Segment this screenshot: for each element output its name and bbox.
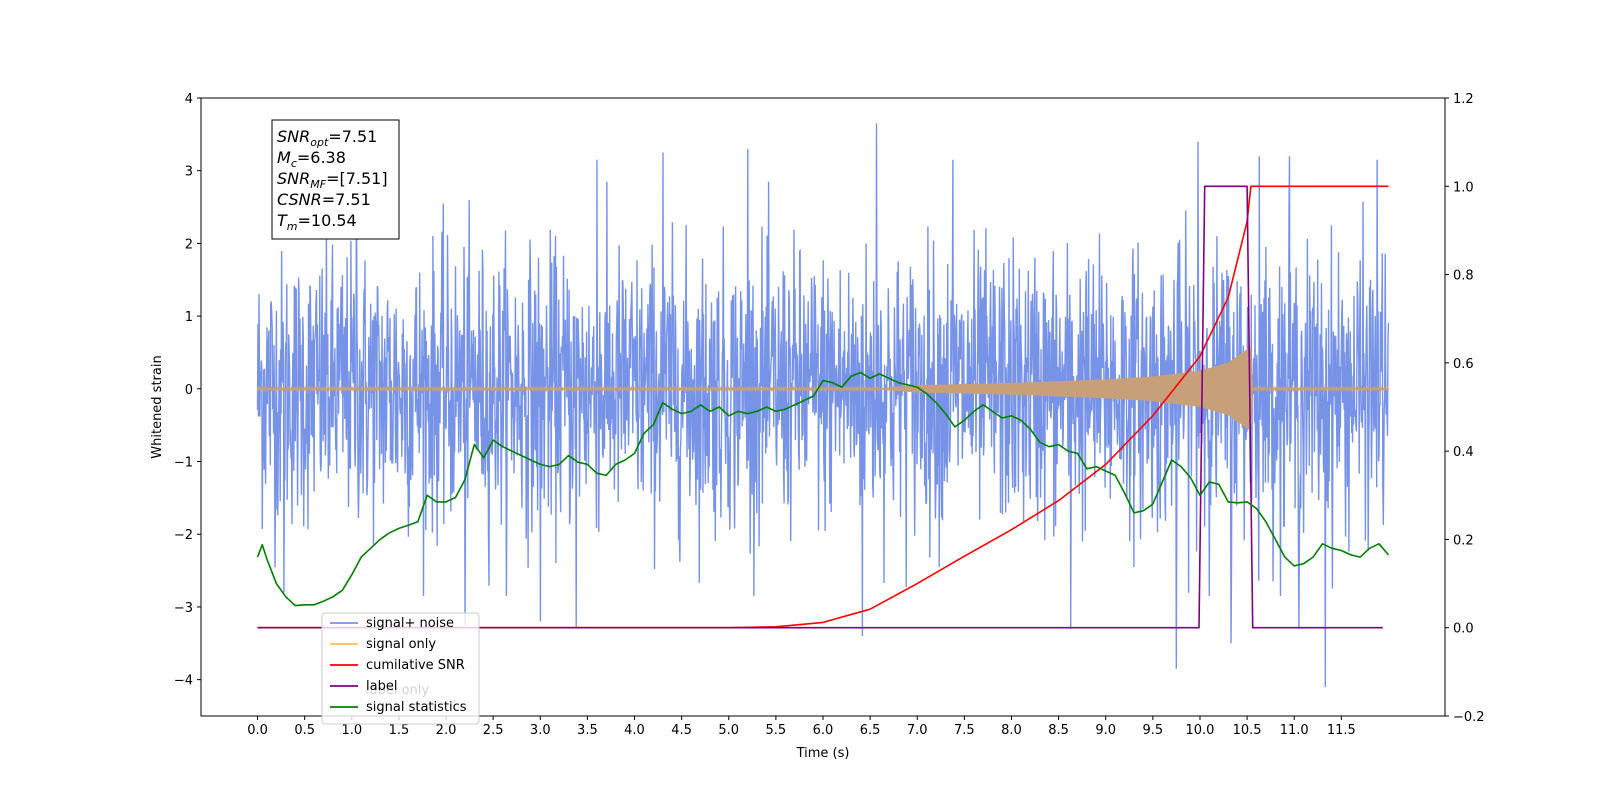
x-tick-label: 3.5 (577, 723, 598, 738)
y2-tick-label: 0.4 (1453, 445, 1474, 460)
annotation-value: =7.51 (328, 127, 377, 146)
y-tick-label: 4 (185, 92, 193, 107)
legend: label only signal+ noise signal only cumila… (321, 612, 480, 725)
legend-hidden-label: label only (366, 683, 429, 698)
annotation-line: Mc=6.38 (277, 148, 346, 170)
x-tick-label: 4.0 (624, 723, 645, 738)
y-tick-label: 2 (185, 237, 193, 252)
x-tick-label: 3.0 (530, 723, 551, 738)
annotation-line: SNRopt=7.51 (277, 127, 377, 149)
annotation-frame (271, 119, 400, 240)
legend-label: label (366, 679, 397, 694)
x-tick-label: 7.0 (907, 723, 928, 738)
series-label (257, 185, 1383, 629)
y2-tick-label: 0.2 (1453, 533, 1474, 548)
annotation-subscript: c (291, 157, 297, 170)
x-tick-label: 8.5 (1048, 723, 1069, 738)
legend-label: signal statistics (366, 700, 467, 715)
x-tick-label: 6.0 (813, 723, 834, 738)
y-axis-label: Whitened strain (150, 355, 165, 458)
x-tick-label: 5.5 (766, 723, 787, 738)
x-tick-label: 11.0 (1280, 723, 1309, 738)
y2-tick-label: 0.0 (1453, 622, 1474, 637)
x-tick-label: 2.5 (483, 723, 504, 738)
x-axis-label: Time (s) (796, 746, 850, 761)
annotation-subscript: MF (310, 178, 326, 191)
y2-tick-label: 0.6 (1453, 357, 1474, 372)
annotation-value: =10.54 (298, 211, 357, 230)
x-tick-label: 9.0 (1095, 723, 1116, 738)
annotation-value: =6.38 (297, 148, 346, 167)
y-tick-label: 0 (185, 383, 193, 398)
x-tick-label: 10.5 (1233, 723, 1262, 738)
annotation-line: Tm=10.54 (277, 211, 357, 233)
y-tick-label: −4 (174, 674, 193, 689)
x-tick-label: 2.0 (436, 723, 457, 738)
annotation-value: =[7.51] (326, 169, 388, 188)
series-signal-plus-noise (256, 123, 1390, 687)
annotation-subscript: m (287, 220, 298, 233)
y-tick-label: 1 (185, 310, 193, 325)
annotation-box: SNRopt=7.51Mc=6.38SNRMF=[7.51]CSNR=7.51T… (271, 119, 400, 240)
x-tick-label: 0.0 (247, 723, 268, 738)
annotation-symbol: T (277, 211, 288, 230)
x-axis: 0.0 0.5 1.0 1.5 2.0 2.5 3.0 3.5 4.0 4.5 5.0 5.5 6.0 6… (247, 716, 1356, 738)
x-tick-label: 0.5 (294, 723, 315, 738)
series-signal-statistics (256, 371, 1390, 607)
x-tick-label: 10.0 (1185, 723, 1214, 738)
x-tick-label: 11.5 (1327, 723, 1356, 738)
x-tick-label: 7.5 (954, 723, 975, 738)
annotation-line: CSNR=7.51 (277, 190, 371, 209)
legend-label: signal+ noise (366, 616, 454, 631)
y2-tick-label: 1.0 (1453, 180, 1474, 195)
legend-label: cumilative SNR (366, 658, 465, 673)
y-axis-left: 4 3 2 1 0 −1 −2 −3 −4 (174, 92, 201, 689)
legend-frame (321, 612, 480, 725)
plot-series (256, 123, 1390, 687)
y2-tick-label: 1.2 (1453, 92, 1474, 107)
annotation-symbol: M (277, 148, 291, 167)
series-cumilative-snr (257, 185, 1389, 629)
x-tick-label: 8.0 (1001, 723, 1022, 738)
x-tick-label: 4.5 (671, 723, 692, 738)
y-tick-label: 3 (185, 165, 193, 180)
y-tick-label: −3 (174, 601, 193, 616)
y-tick-label: −1 (174, 456, 193, 471)
y-tick-label: −2 (174, 528, 193, 543)
x-tick-label: 9.5 (1143, 723, 1164, 738)
annotation-subscript: opt (310, 136, 329, 149)
annotation-symbol: SNR (277, 127, 310, 146)
annotation-symbol: SNR (277, 169, 310, 188)
annotation-symbol: CSNR (277, 190, 322, 209)
x-tick-label: 1.0 (341, 723, 362, 738)
x-tick-label: 5.0 (718, 723, 739, 738)
y2-tick-label: −0.2 (1453, 710, 1485, 725)
x-tick-label: 6.5 (860, 723, 881, 738)
y-axis-right: 1.2 1.0 0.8 0.6 0.4 0.2 0.0 −0.2 (1445, 92, 1485, 725)
x-tick-label: 1.5 (389, 723, 410, 738)
legend-label: signal only (366, 637, 436, 652)
annotation-line: SNRMF=[7.51] (277, 169, 388, 191)
annotation-value: =7.51 (322, 190, 371, 209)
series-signal-only (256, 346, 1390, 431)
y2-tick-label: 0.8 (1453, 269, 1474, 284)
